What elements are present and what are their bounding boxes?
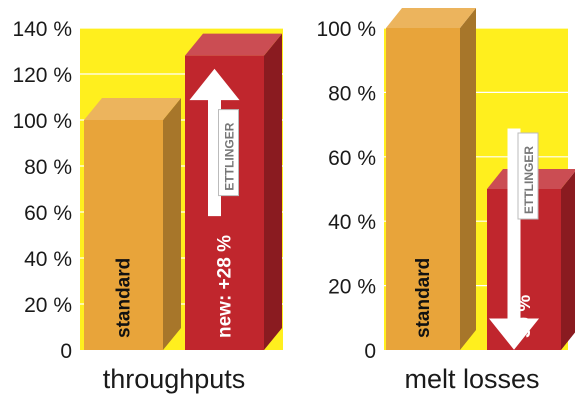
x-axis-label: throughputs xyxy=(103,364,246,394)
y-tick-label: 20 % xyxy=(328,276,376,299)
bar-front-face xyxy=(84,120,163,350)
y-tick-label: 100 % xyxy=(12,110,72,133)
bar-front-face xyxy=(185,55,264,350)
chart-2: 020 %40 %60 %80 %100 %standard 50 %ETTLIN… xyxy=(316,8,575,394)
bar-label: new: +28 % xyxy=(215,235,236,338)
y-tick-label: 60 % xyxy=(328,147,376,170)
y-tick-label: 0 xyxy=(364,340,376,363)
y-tick-label: 100 % xyxy=(316,18,376,41)
bar-side-face xyxy=(264,33,282,350)
y-tick-label: 20 % xyxy=(24,294,72,317)
bar-new xyxy=(185,33,282,350)
y-tick-label: 80 % xyxy=(24,156,72,179)
bar-top-face xyxy=(386,8,476,28)
logo-badge xyxy=(218,109,239,197)
logo-text: ETTLINGER xyxy=(223,122,237,190)
arrow-up-icon xyxy=(189,68,240,217)
bar-top-face xyxy=(84,98,181,120)
bar-label: standard xyxy=(413,258,434,338)
bar-side-face xyxy=(460,8,476,350)
bar-standard xyxy=(386,8,476,350)
x-axis-label: melt losses xyxy=(404,364,539,394)
y-tick-label: 40 % xyxy=(328,211,376,234)
y-tick-label: 80 % xyxy=(328,82,376,105)
bar-side-face xyxy=(163,98,181,350)
bar-top-face xyxy=(185,33,282,56)
bar-standard xyxy=(84,98,181,350)
bar-label: standard xyxy=(114,258,135,338)
y-tick-label: 0 xyxy=(60,340,72,363)
logo-text: ETTLINGER xyxy=(522,146,536,214)
y-tick-label: 40 % xyxy=(24,248,72,271)
logo-badge xyxy=(517,132,539,220)
bar-side-face xyxy=(561,171,575,350)
y-tick-label: 140 % xyxy=(12,18,72,41)
bar-front-face xyxy=(386,28,460,350)
y-tick-label: 60 % xyxy=(24,202,72,225)
y-tick-label: 120 % xyxy=(12,64,72,87)
chart-1: 0 20 % 40 % 60 % 80 % 100 % 120 % 140 % standard… xyxy=(12,18,283,394)
